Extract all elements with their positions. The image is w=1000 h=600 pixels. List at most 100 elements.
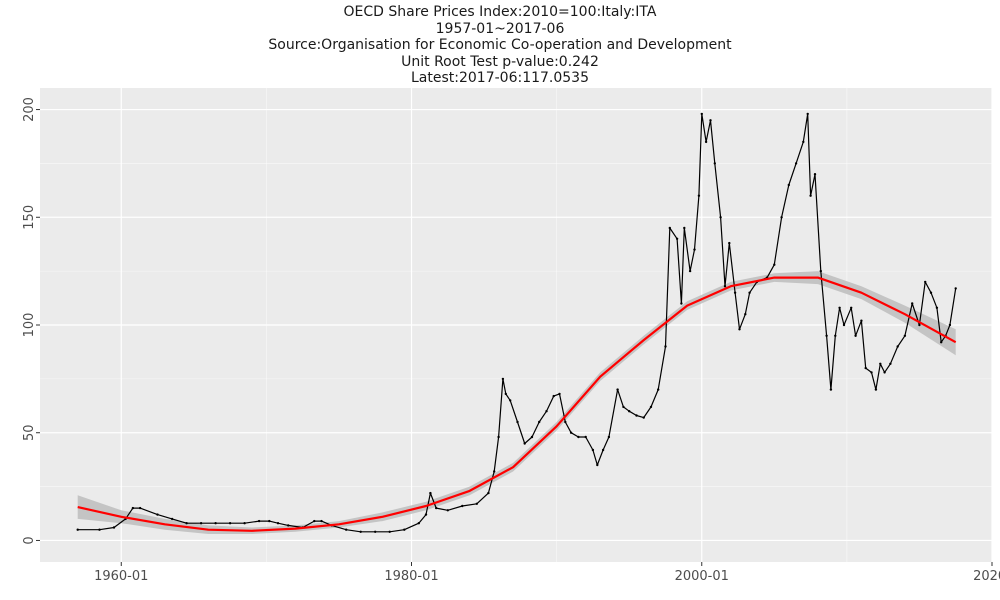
series-point xyxy=(243,522,246,525)
series-point xyxy=(345,528,348,531)
series-point xyxy=(700,112,703,116)
series-point xyxy=(948,323,952,327)
series-point xyxy=(185,522,188,525)
series-point xyxy=(675,237,679,240)
series-point xyxy=(688,269,692,273)
series-point xyxy=(622,405,625,409)
series-point xyxy=(530,435,534,439)
series-point xyxy=(487,491,490,495)
series-point xyxy=(388,530,391,533)
series-point xyxy=(780,216,783,219)
series-point xyxy=(538,420,541,424)
x-tick-label: 1980-01 xyxy=(384,569,438,584)
series-point xyxy=(903,334,907,337)
series-point xyxy=(591,448,595,452)
series-point xyxy=(616,388,619,391)
series-point xyxy=(199,522,203,525)
series-point xyxy=(794,162,798,165)
series-point xyxy=(493,470,496,473)
series-point xyxy=(738,328,741,331)
series-point xyxy=(98,528,101,531)
series-point xyxy=(170,517,174,521)
series-point xyxy=(112,526,116,529)
series-point xyxy=(268,519,271,523)
series-point xyxy=(475,502,478,505)
y-tick-label: 50 xyxy=(22,424,37,441)
series-point xyxy=(860,319,863,322)
series-point xyxy=(516,420,519,424)
series-point xyxy=(313,519,316,523)
confidence-band-layer xyxy=(77,271,956,534)
grid-major xyxy=(40,88,993,562)
series-point xyxy=(719,216,722,219)
series-point xyxy=(924,280,927,284)
series-line xyxy=(77,113,957,533)
series-point xyxy=(403,528,406,531)
series-point xyxy=(461,504,464,508)
series-point xyxy=(940,341,943,344)
chart-title: OECD Share Prices Index:2010=100:Italy:I… xyxy=(343,4,657,20)
series-point xyxy=(552,394,555,398)
series-point xyxy=(501,377,505,381)
series-point xyxy=(435,506,438,510)
series-point xyxy=(829,388,833,391)
trend-layer xyxy=(77,276,957,532)
series-point xyxy=(704,140,708,144)
series-point xyxy=(564,420,567,424)
series-point xyxy=(744,313,747,316)
series-point xyxy=(374,530,377,533)
chart-unit-root-test: Unit Root Test p-value:0.242 xyxy=(401,53,599,70)
series-point xyxy=(601,448,605,452)
series-point xyxy=(918,323,921,327)
series-point xyxy=(509,399,512,402)
series-point xyxy=(748,291,751,294)
y-axis: 0 50 100 150 200 xyxy=(22,97,40,545)
series-point xyxy=(635,414,638,417)
series-point xyxy=(733,291,737,294)
series-point xyxy=(697,194,701,197)
series-point xyxy=(276,522,280,525)
series-point xyxy=(929,291,933,294)
series-point xyxy=(683,226,686,230)
series-point xyxy=(214,522,217,525)
series-point xyxy=(320,519,323,523)
x-tick-label: 1960-01 xyxy=(94,569,148,584)
series-point xyxy=(787,183,790,187)
series-point xyxy=(664,345,667,348)
x-tick-label: 2000-01 xyxy=(675,569,729,584)
chart-source: Source:Organisation for Economic Co-oper… xyxy=(268,37,732,53)
series-point xyxy=(802,140,805,144)
series-point xyxy=(809,194,812,197)
series-point xyxy=(806,112,809,116)
series-point xyxy=(883,371,886,374)
chart-date-range: 1957-01~2017-06 xyxy=(435,20,565,37)
series-point xyxy=(558,392,561,396)
series-point xyxy=(569,431,573,434)
y-tick-label: 0 xyxy=(22,536,37,544)
series-point xyxy=(131,506,135,510)
series-point xyxy=(577,435,580,439)
series-point xyxy=(429,491,432,495)
series-point xyxy=(446,509,449,512)
series-point xyxy=(713,162,716,165)
y-tick-label: 100 xyxy=(22,313,37,338)
series-point xyxy=(709,119,712,122)
series-point xyxy=(911,302,914,305)
series-point xyxy=(834,334,837,337)
series-point xyxy=(497,435,500,439)
series-point xyxy=(896,345,899,348)
series-point xyxy=(954,287,957,290)
series-point xyxy=(545,410,548,413)
series-point xyxy=(523,442,526,445)
series-point xyxy=(935,306,939,309)
y-tick-label: 150 xyxy=(22,205,37,230)
series-point xyxy=(642,416,645,419)
series-point xyxy=(228,522,232,525)
trend-line xyxy=(77,276,957,532)
chart-title-block: OECD Share Prices Index:2010=100:Italy:I… xyxy=(0,4,1000,87)
series-point xyxy=(874,388,878,391)
series-point xyxy=(257,519,261,523)
